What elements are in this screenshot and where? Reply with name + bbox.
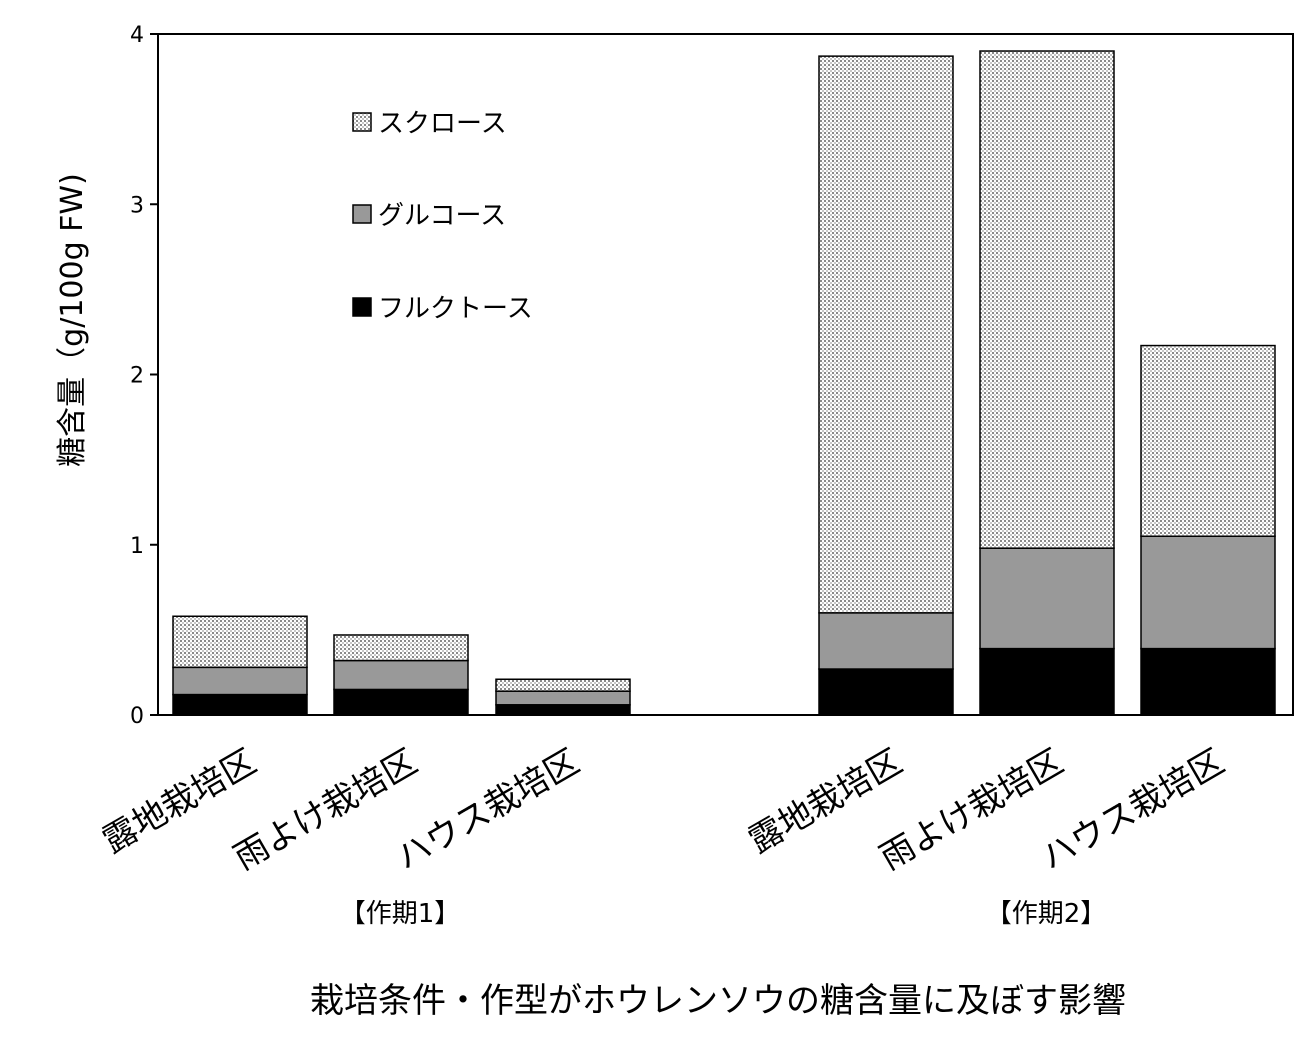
bar-segment-2-1 — [172, 666, 308, 696]
bar-segment-3-5 — [979, 50, 1115, 549]
group-label-1: 【作期1】 — [340, 899, 461, 929]
bar-segment-3-3 — [495, 678, 631, 692]
y-axis-label: 糖含量（g/100g FW) — [55, 173, 90, 467]
bar-segment-2-3 — [495, 690, 631, 706]
bar-segment-3-2 — [333, 634, 469, 662]
x-category-label: 雨よけ栽培区 — [873, 742, 1070, 879]
bar-segment-3-6 — [1140, 344, 1276, 537]
y-tick-label: 1 — [130, 534, 144, 559]
legend-label: グルコース — [378, 201, 506, 231]
bar-segment-1-2 — [333, 688, 469, 716]
legend-swatch — [352, 204, 372, 224]
bar-segment-1-4 — [818, 668, 954, 716]
bar-segment-3-1 — [172, 615, 308, 669]
bars — [172, 50, 1276, 716]
y-axis-ticks: 0 1 2 3 4 — [130, 23, 158, 729]
bar-segment-1-6 — [1140, 647, 1276, 716]
bar-segment-2-4 — [818, 612, 954, 670]
y-tick-label: 0 — [130, 704, 144, 729]
bar-segment-2-5 — [979, 547, 1115, 650]
group-label-2: 【作期2】 — [986, 899, 1107, 929]
bar-segment-1-5 — [979, 647, 1115, 716]
y-tick-label: 4 — [130, 23, 144, 48]
bar-segment-2-6 — [1140, 535, 1276, 650]
x-category-label: ハウス栽培区 — [389, 742, 586, 879]
y-tick-label: 3 — [130, 193, 144, 218]
x-category-label: ハウス栽培区 — [1034, 742, 1231, 879]
bar-segment-1-3 — [495, 704, 631, 716]
bar-segment-1-1 — [172, 693, 308, 716]
legend-swatch — [352, 112, 372, 132]
legend-swatch — [352, 297, 372, 317]
x-category-label: 雨よけ栽培区 — [227, 742, 424, 879]
plot-area — [157, 33, 1294, 716]
legend-label: スクロース — [378, 109, 507, 139]
chart-title: 栽培条件・作型がホウレンソウの糖含量に及ぼす影響 — [310, 981, 1126, 1021]
bar-segment-2-2 — [333, 659, 469, 691]
bar-segment-3-4 — [818, 55, 954, 614]
legend-label: フルクトース — [378, 294, 533, 324]
y-tick-label: 2 — [130, 364, 144, 389]
